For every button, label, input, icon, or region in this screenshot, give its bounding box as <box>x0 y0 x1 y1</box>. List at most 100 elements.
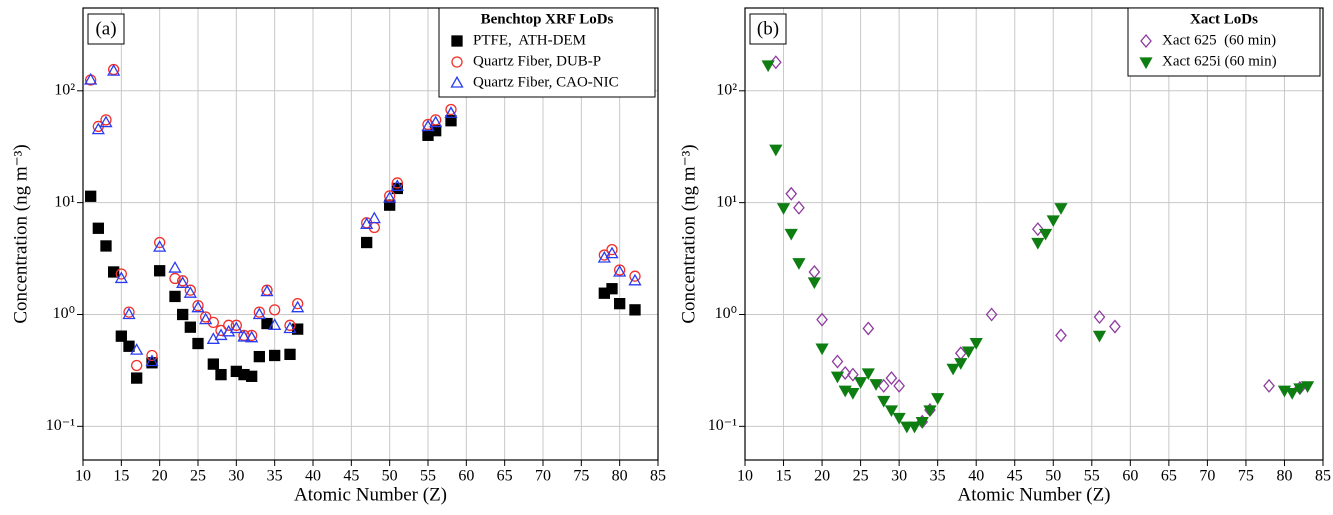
point <box>207 316 219 329</box>
x-tick-label: 15 <box>776 468 792 485</box>
legend-label: Quartz Fiber, DUB-P <box>473 53 601 69</box>
point <box>613 264 627 277</box>
x-tick-label: 80 <box>612 468 628 485</box>
legend-title: Benchtop XRF LoDs <box>481 11 614 27</box>
y-axis-label: Concentration (ng m⁻³) <box>10 144 31 323</box>
point <box>931 393 945 405</box>
point <box>284 319 296 331</box>
x-tick-label: 65 <box>497 468 513 485</box>
point <box>815 343 829 356</box>
point <box>215 368 227 381</box>
x-tick-label: 25 <box>853 468 869 485</box>
point <box>200 311 212 323</box>
point <box>1046 215 1060 228</box>
point <box>1285 388 1299 400</box>
y-tick-label: 10¹ <box>716 193 737 210</box>
point <box>885 371 898 386</box>
x-axis-label: Atomic Number (Z) <box>294 484 447 505</box>
point <box>862 321 875 336</box>
point <box>384 190 396 202</box>
point <box>230 319 242 331</box>
point <box>253 350 265 363</box>
point <box>283 321 297 334</box>
point <box>184 284 196 296</box>
point <box>100 114 112 126</box>
point <box>1054 203 1068 215</box>
point <box>107 64 121 76</box>
point <box>847 367 859 382</box>
point <box>1055 328 1067 343</box>
y-tick-label: 10⁻¹ <box>708 417 737 434</box>
point <box>614 298 626 310</box>
x-tick-label: 30 <box>891 468 907 485</box>
x-tick-label: 30 <box>228 468 244 485</box>
point <box>761 60 775 73</box>
point <box>846 388 860 400</box>
point <box>769 55 782 70</box>
point <box>114 271 128 284</box>
point <box>206 332 220 344</box>
point <box>985 307 998 322</box>
point <box>776 203 791 215</box>
point <box>123 306 135 318</box>
x-tick-label: 15 <box>113 468 129 485</box>
legend-box <box>438 7 656 98</box>
point <box>629 270 641 282</box>
point <box>177 308 189 321</box>
point <box>260 284 274 297</box>
legend-marker <box>1139 57 1153 70</box>
point <box>884 405 899 418</box>
point <box>807 277 821 290</box>
x-tick-label: 75 <box>573 468 589 485</box>
panel-label: (a) <box>95 18 116 39</box>
point <box>153 240 167 252</box>
point <box>269 349 281 362</box>
x-tick-label: 70 <box>1199 468 1215 485</box>
plot-frame <box>82 7 659 461</box>
legend-label: Quartz Fiber, CAO-NIC <box>473 74 619 90</box>
point <box>115 330 127 342</box>
point <box>115 268 127 280</box>
point <box>861 368 875 381</box>
point <box>391 177 403 189</box>
point <box>108 266 120 278</box>
point <box>445 103 457 116</box>
point <box>145 354 159 367</box>
point <box>1032 222 1044 237</box>
legend-marker <box>1140 33 1152 49</box>
y-tick-label: 10⁰ <box>715 305 737 322</box>
x-tick-label: 20 <box>814 468 830 485</box>
point <box>1092 330 1107 343</box>
x-tick-label: 45 <box>343 468 359 485</box>
y-tick-label: 10² <box>716 81 737 98</box>
point <box>268 318 282 330</box>
y-tick-label: 10⁰ <box>53 305 75 322</box>
point <box>907 421 922 434</box>
point <box>253 306 265 318</box>
x-axis-label: Atomic Number (Z) <box>957 484 1110 505</box>
point <box>830 371 845 384</box>
point <box>954 358 968 370</box>
point <box>84 72 98 85</box>
point <box>1300 381 1315 393</box>
x-tick-label: 10 <box>737 468 753 485</box>
point <box>292 298 304 310</box>
point <box>122 307 136 320</box>
x-tick-label: 40 <box>305 468 321 485</box>
x-tick-label: 35 <box>267 468 283 485</box>
x-tick-label: 60 <box>1122 468 1138 485</box>
point <box>793 200 805 215</box>
x-tick-label: 35 <box>930 468 946 485</box>
point <box>1109 319 1121 334</box>
x-tick-label: 85 <box>650 468 666 485</box>
point <box>177 275 189 287</box>
point <box>1093 309 1106 324</box>
point <box>131 372 143 384</box>
y-tick-label: 10¹ <box>54 193 75 210</box>
panel-label-box <box>87 13 125 45</box>
point <box>769 144 783 157</box>
panel-label: (b) <box>757 18 779 39</box>
x-tick-label: 10 <box>75 468 91 485</box>
point <box>169 272 181 285</box>
point <box>445 115 457 127</box>
